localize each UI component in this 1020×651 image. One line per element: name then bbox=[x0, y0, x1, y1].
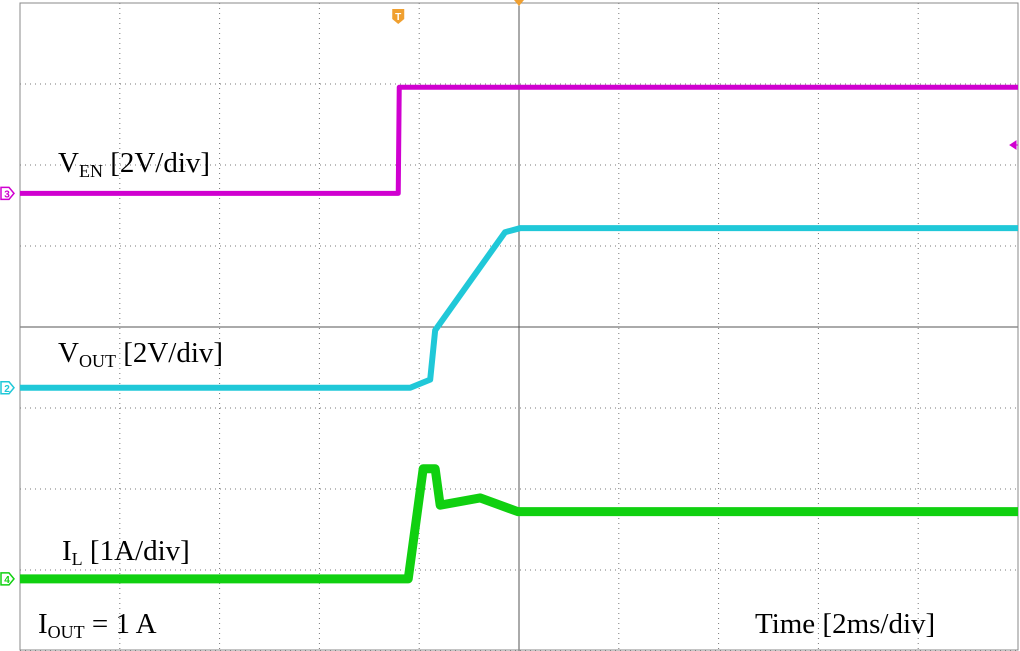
trace bbox=[20, 84, 1018, 196]
trace-label: VOUT [2V/div] bbox=[58, 337, 223, 371]
annotation: IOUT = 1 A bbox=[38, 608, 157, 642]
center-marker bbox=[514, 0, 524, 6]
trigger-marker bbox=[392, 9, 405, 24]
label-sub: L bbox=[72, 549, 83, 569]
level-marker bbox=[1009, 140, 1018, 150]
channel-marker bbox=[0, 572, 15, 586]
label-base: V bbox=[58, 147, 79, 179]
annotation: Time [2ms/div] bbox=[755, 608, 935, 640]
annotation-base: I bbox=[38, 608, 48, 640]
annotation-sub: OUT bbox=[48, 622, 85, 642]
trace bbox=[20, 225, 1018, 391]
trace-label: IL [1A/div] bbox=[62, 535, 190, 569]
label-sub: OUT bbox=[79, 351, 116, 371]
label-text: [1A/div] bbox=[83, 535, 190, 567]
label-text: [2V/div] bbox=[116, 337, 223, 369]
channel-marker bbox=[0, 381, 15, 395]
trace bbox=[20, 464, 1018, 584]
channel-marker bbox=[0, 186, 15, 201]
label-text: [2V/div] bbox=[103, 147, 210, 179]
label-sub: EN bbox=[79, 161, 103, 181]
label-base: V bbox=[58, 337, 79, 369]
channel-marker-label: 4 bbox=[4, 575, 10, 586]
label-base: I bbox=[62, 535, 72, 567]
annotation-text: = 1 A bbox=[85, 608, 157, 640]
channel-marker-label: 3 bbox=[4, 189, 10, 200]
trigger-label: T bbox=[395, 12, 401, 23]
channel-marker-label: 2 bbox=[4, 384, 10, 395]
trace-label: VEN [2V/div] bbox=[58, 147, 210, 181]
